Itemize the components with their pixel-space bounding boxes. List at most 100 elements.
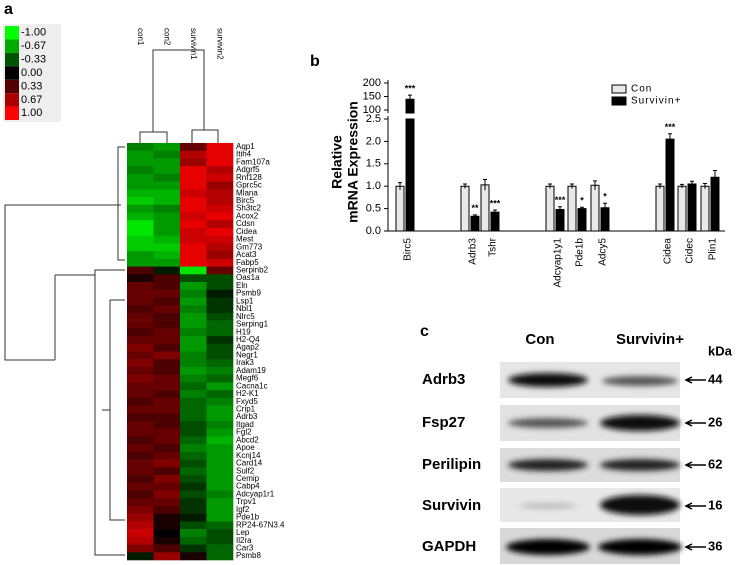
kda-label: 26 [708, 414, 722, 429]
heatmap-cell [127, 405, 154, 414]
heatmap-cell [206, 328, 234, 337]
gene-label: Serpinb2 [236, 266, 269, 275]
bar [577, 208, 587, 232]
gene-label: Cemip [236, 474, 260, 483]
heatmap-cell [206, 266, 234, 275]
heatmap-cell [153, 498, 181, 507]
error-bar [463, 183, 467, 189]
heatmap-cell [127, 505, 154, 514]
blot-unit: kDa [708, 343, 733, 358]
significance: *** [665, 122, 676, 132]
colorbar-label: 0.67 [21, 94, 42, 106]
bar [460, 185, 470, 232]
gene-label: Nlrc5 [236, 312, 255, 321]
heatmap-cell [153, 552, 181, 561]
heatmap-cell [180, 343, 207, 352]
gene-label: Itih4 [236, 150, 252, 159]
heatmap-cell [153, 421, 181, 430]
heatmap-cell [206, 421, 234, 430]
bar [677, 185, 687, 232]
y-tick-label: 2.5 [366, 113, 381, 125]
heatmap-cell [180, 204, 207, 213]
heatmap-cell [180, 359, 207, 368]
heatmap-cell [206, 189, 234, 198]
gene-label: Psmb9 [236, 289, 261, 298]
heatmap-cell [153, 505, 181, 514]
blot-band [602, 376, 678, 386]
heatmap-cell [206, 459, 234, 468]
heatmap-cell [206, 336, 234, 345]
gene-label: Fam107a [236, 157, 270, 166]
heatmap-cell [206, 235, 234, 244]
heatmap-cell [180, 258, 207, 267]
heatmap-cell [127, 274, 154, 283]
gene-label: Fabp5 [236, 258, 259, 267]
kda-label: 44 [708, 371, 723, 386]
heatmap-cell [206, 374, 234, 383]
kda-label: 62 [708, 456, 722, 471]
gene-label: Fgl2 [236, 428, 252, 437]
gene-label: Fxyd5 [236, 397, 258, 406]
heatmap-cell [127, 475, 154, 484]
heatmap-cell [153, 305, 181, 314]
heatmap-cell [206, 405, 234, 414]
heatmap-cell [206, 289, 234, 298]
y-axis-label: Relative [329, 135, 345, 189]
y-axis-label: mRNA Expression [345, 101, 361, 223]
arrow [684, 543, 706, 551]
heatmap-cell [206, 428, 234, 437]
heatmap-cell [127, 467, 154, 476]
blot-row-label: Survivin [422, 497, 481, 514]
colorbar-swatch [5, 66, 19, 80]
arrow [684, 502, 706, 510]
heatmap-cell [206, 505, 234, 514]
colorbar-label: 0.00 [21, 67, 42, 79]
heatmap-cell [153, 390, 181, 399]
heatmap-cell [206, 274, 234, 283]
x-tick-label: Adrb3 [468, 238, 479, 265]
error-bar [473, 214, 477, 218]
heatmap-cell [153, 467, 181, 476]
heatmap-cell [206, 552, 234, 561]
heatmap-cell [153, 289, 181, 298]
heatmap-cell [127, 513, 154, 522]
heatmap-cell [153, 189, 181, 198]
heatmap-cell [127, 552, 154, 561]
heatmap-cell [127, 498, 154, 507]
heatmap-cell [206, 498, 234, 507]
colorbar-swatch [5, 79, 19, 94]
gene-label: Adam19 [236, 366, 266, 375]
heatmap-cell [206, 158, 234, 167]
heatmap-cell [180, 243, 207, 252]
heatmap-cell [127, 390, 154, 399]
blot-band [600, 415, 680, 431]
heatmap-cell [206, 490, 234, 499]
gene-label: Sh3tc2 [236, 204, 261, 213]
heatmap-cell [180, 166, 207, 175]
blot-column-label: Survivin+ [616, 331, 684, 348]
heatmap-cell [127, 428, 154, 437]
heatmap-cell [153, 150, 181, 159]
heatmap-cell [206, 305, 234, 314]
blot-band [600, 459, 680, 471]
heatmap-cell [180, 173, 207, 182]
colorbar-swatch [5, 93, 19, 107]
heatmap-cell [206, 212, 234, 221]
gene-label: Eln [236, 281, 248, 290]
heatmap-cell [153, 351, 181, 360]
heatmap-cell [127, 336, 154, 345]
column-label: survivin2 [216, 28, 225, 60]
gene-label: Il2ra [236, 536, 252, 545]
bar [567, 185, 577, 232]
heatmap-cell [180, 181, 207, 190]
heatmap-cell [127, 243, 154, 252]
heatmap-cell [180, 521, 207, 530]
gene-label: Sulf2 [236, 466, 255, 475]
heatmap-cell [153, 173, 181, 182]
arrow [684, 461, 706, 469]
heatmap-cell [127, 297, 154, 306]
heatmap-cell [206, 197, 234, 206]
blot-row-label: Perilipin [422, 456, 481, 473]
heatmap-cell [127, 258, 154, 267]
error-bar [658, 183, 662, 189]
